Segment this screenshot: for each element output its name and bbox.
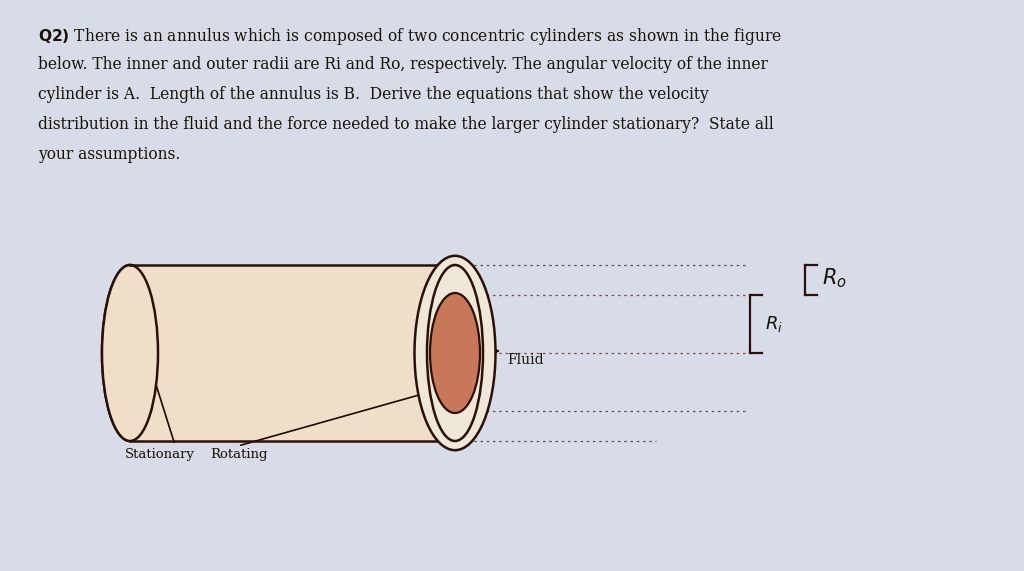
Text: Fluid: Fluid	[507, 353, 544, 367]
Ellipse shape	[415, 256, 496, 450]
Text: below. The inner and outer radii are Ri and Ro, respectively. The angular veloci: below. The inner and outer radii are Ri …	[38, 56, 768, 73]
Polygon shape	[130, 265, 455, 441]
Text: Rotating: Rotating	[210, 448, 267, 461]
Text: Stationary: Stationary	[125, 448, 195, 461]
Text: $\bf{Q2)}$ There is an annulus which is composed of two concentric cylinders as : $\bf{Q2)}$ There is an annulus which is …	[38, 26, 782, 47]
Text: cylinder is A.  Length of the annulus is B.  Derive the equations that show the : cylinder is A. Length of the annulus is …	[38, 86, 709, 103]
Ellipse shape	[102, 265, 158, 441]
Ellipse shape	[102, 265, 158, 441]
Text: $R_o$: $R_o$	[822, 267, 847, 291]
Text: your assumptions.: your assumptions.	[38, 146, 180, 163]
Ellipse shape	[430, 293, 480, 413]
Text: $R_i$: $R_i$	[765, 314, 783, 334]
Text: distribution in the fluid and the force needed to make the larger cylinder stati: distribution in the fluid and the force …	[38, 116, 774, 133]
Ellipse shape	[427, 265, 483, 441]
